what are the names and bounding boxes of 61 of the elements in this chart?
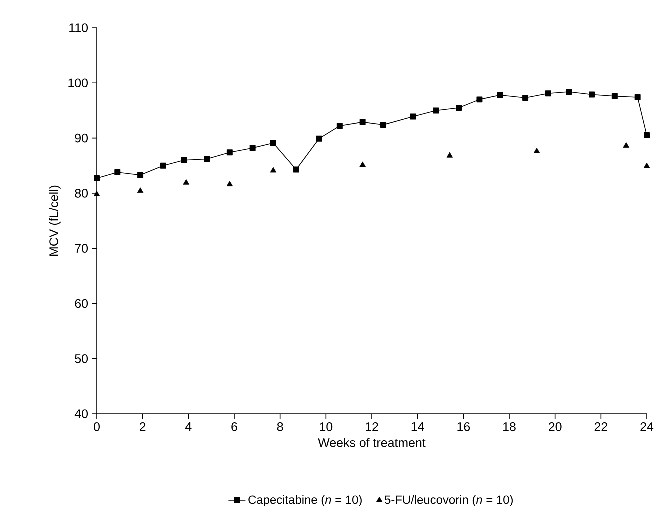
point bbox=[226, 150, 233, 156]
point bbox=[137, 188, 144, 194]
x-tick-label: 18 bbox=[504, 422, 516, 432]
x-tick-label: 0 bbox=[94, 422, 100, 432]
x-tick-label: 22 bbox=[594, 422, 608, 432]
point bbox=[534, 148, 540, 154]
y-tick-label: 70 bbox=[75, 244, 88, 253]
x-tick-label: 16 bbox=[458, 422, 470, 432]
point bbox=[380, 122, 386, 128]
point bbox=[456, 104, 462, 111]
point bbox=[589, 92, 595, 98]
point bbox=[250, 145, 256, 152]
x-tick-label: 10 bbox=[320, 422, 333, 432]
point bbox=[446, 152, 454, 158]
point bbox=[644, 162, 650, 168]
point bbox=[138, 172, 144, 178]
point bbox=[644, 132, 650, 139]
point bbox=[183, 179, 190, 185]
y-tick-label: 110 bbox=[70, 24, 88, 32]
point bbox=[316, 136, 322, 142]
legend-label: 5-FU/leucovorin (n = 10) bbox=[384, 495, 513, 507]
x-tick-label: 24 bbox=[640, 422, 654, 432]
x-tick-label: 20 bbox=[549, 422, 562, 432]
point bbox=[270, 167, 277, 173]
y-tick-label: 90 bbox=[75, 134, 88, 143]
x-tick-label: 14 bbox=[412, 422, 424, 432]
point bbox=[360, 119, 366, 126]
legend-label: Capecitabine (n = 10) bbox=[248, 495, 362, 507]
point bbox=[160, 162, 166, 169]
point bbox=[476, 96, 483, 103]
point bbox=[522, 95, 529, 102]
point bbox=[623, 142, 630, 148]
point bbox=[94, 190, 100, 196]
point bbox=[226, 181, 234, 187]
point bbox=[204, 156, 210, 162]
point bbox=[634, 94, 641, 100]
point bbox=[181, 157, 188, 164]
point bbox=[94, 176, 100, 182]
y-tick-label: 60 bbox=[75, 299, 88, 308]
point bbox=[497, 92, 504, 98]
x-tick-label: 12 bbox=[366, 422, 378, 432]
point bbox=[410, 114, 416, 120]
point bbox=[612, 93, 618, 100]
x-axis-title: Weeks of treatment bbox=[318, 438, 426, 448]
point bbox=[270, 140, 276, 146]
point bbox=[566, 88, 572, 95]
x-tick-label: 4 bbox=[185, 422, 192, 432]
x-tick-label: 2 bbox=[140, 422, 146, 432]
point bbox=[545, 90, 552, 97]
point bbox=[114, 169, 121, 176]
point bbox=[293, 166, 300, 173]
y-tick-label: 80 bbox=[75, 189, 88, 198]
y-axis-title: MCV (fL/cell) bbox=[49, 186, 61, 256]
point bbox=[433, 108, 440, 114]
x-tick-label: 8 bbox=[277, 422, 284, 432]
y-tick-label: 100 bbox=[68, 78, 88, 88]
y-tick-label: 50 bbox=[75, 354, 88, 364]
y-tick-label: 40 bbox=[74, 410, 88, 418]
point bbox=[336, 123, 343, 130]
x-tick-label: 6 bbox=[232, 422, 238, 432]
point bbox=[360, 162, 366, 168]
